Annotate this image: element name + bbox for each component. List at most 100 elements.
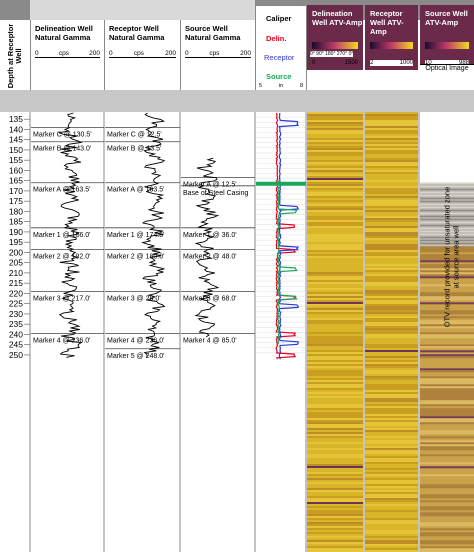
atv-band bbox=[307, 310, 363, 312]
delineation-marker-label: Marker 3 @ 217.0' bbox=[33, 295, 90, 302]
receptor-marker-label: Marker 1 @ 174.5' bbox=[107, 232, 164, 239]
atv-band bbox=[307, 298, 363, 300]
source-caliper-curve bbox=[276, 180, 298, 345]
source-gamma-title: Source Well Natural Gamma bbox=[185, 24, 241, 42]
atv-band bbox=[307, 352, 363, 354]
atv-band bbox=[307, 178, 363, 180]
atv-band bbox=[307, 132, 363, 134]
atv-band bbox=[307, 200, 363, 202]
atv-band bbox=[307, 526, 363, 528]
atv-band bbox=[307, 224, 363, 226]
atv-band bbox=[365, 116, 418, 118]
atv-band bbox=[420, 408, 474, 411]
atv-band bbox=[307, 396, 363, 398]
atv-band bbox=[365, 412, 418, 414]
atv-band bbox=[307, 336, 363, 338]
atv-band bbox=[307, 250, 363, 252]
atv-band bbox=[365, 196, 418, 198]
atv-band bbox=[420, 324, 474, 327]
caliper-header: Caliper Delin. Receptor Source 5 in 8 bbox=[255, 5, 307, 92]
atv-band bbox=[307, 168, 363, 170]
atv-band bbox=[307, 372, 363, 374]
atv-band bbox=[365, 248, 418, 250]
atv-band bbox=[420, 326, 474, 329]
atv-band bbox=[307, 416, 363, 418]
atv-band bbox=[307, 490, 363, 492]
source-atv-title: Source Well ATV-Amp bbox=[425, 9, 468, 27]
atv-band bbox=[365, 310, 418, 312]
atv-band bbox=[420, 322, 474, 325]
atv-band bbox=[307, 380, 363, 382]
atv-band bbox=[307, 140, 363, 142]
atv-band bbox=[307, 162, 363, 164]
atv-band bbox=[365, 390, 418, 392]
atv-band bbox=[365, 118, 418, 120]
depth-tick-label: 205 bbox=[9, 258, 23, 268]
scale-min: 2 bbox=[370, 60, 374, 66]
atv-band bbox=[365, 162, 418, 164]
atv-band bbox=[420, 320, 474, 323]
atv-band bbox=[307, 546, 363, 548]
atv-band bbox=[365, 494, 418, 496]
atv-band bbox=[365, 392, 418, 394]
receptor-atv-header: Receptor Well ATV-Amp 2 1000 bbox=[365, 5, 418, 70]
optical-band bbox=[420, 233, 474, 236]
atv-band bbox=[365, 336, 418, 338]
source-gamma-curve bbox=[194, 157, 220, 338]
atv-band bbox=[365, 268, 418, 270]
atv-band bbox=[420, 414, 474, 417]
atv-band bbox=[420, 292, 474, 295]
source-marker-label: Base of Steel Casing bbox=[183, 190, 248, 197]
atv-band bbox=[420, 422, 474, 425]
optical-band bbox=[420, 221, 474, 224]
atv-band bbox=[307, 424, 363, 426]
atv-band bbox=[365, 250, 418, 252]
atv-band bbox=[365, 472, 418, 474]
atv-band bbox=[307, 254, 363, 256]
atv-band bbox=[365, 318, 418, 320]
atv-band bbox=[420, 398, 474, 401]
depth-tick-label: 180 bbox=[9, 206, 23, 216]
atv-band bbox=[307, 124, 363, 126]
depth-axis-header: Depth at Receptor Well bbox=[0, 20, 31, 90]
atv-band bbox=[365, 398, 418, 400]
atv-band bbox=[365, 148, 418, 150]
atv-band bbox=[307, 420, 363, 422]
atv-band bbox=[307, 550, 363, 552]
scale-unit: cps bbox=[58, 50, 69, 57]
optical-band bbox=[420, 188, 474, 191]
source-marker-label: Marker 3 @ 68.0' bbox=[183, 295, 237, 302]
atv-band bbox=[365, 126, 418, 128]
depth-tick-label: 235 bbox=[9, 319, 23, 329]
atv-band bbox=[420, 466, 474, 469]
atv-band bbox=[365, 304, 418, 306]
depth-tick-label: 210 bbox=[9, 268, 23, 278]
receptor-marker-label: Marker B @ 13.5' bbox=[107, 146, 161, 153]
atv-band bbox=[365, 442, 418, 444]
source-marker-label: Marker A @ 12.5' bbox=[183, 182, 237, 189]
atv-band bbox=[365, 344, 418, 346]
atv-band bbox=[307, 472, 363, 474]
delineation-marker-label: Marker C @ 130.5' bbox=[33, 131, 92, 138]
scale-min: 0 bbox=[109, 50, 113, 57]
optical-band bbox=[420, 206, 474, 209]
atv-band bbox=[420, 334, 474, 337]
receptor-marker-label: Marker C @ 12.5' bbox=[107, 131, 162, 138]
atv-band bbox=[420, 276, 474, 279]
atv-band bbox=[420, 524, 474, 527]
depth-tick-label: 185 bbox=[9, 217, 23, 227]
atv-band bbox=[365, 292, 418, 294]
atv-band bbox=[307, 442, 363, 444]
atv-band bbox=[420, 316, 474, 319]
depth-tick-label: 215 bbox=[9, 278, 23, 288]
atv-band bbox=[307, 388, 363, 390]
atv-band bbox=[365, 298, 418, 300]
atv-band bbox=[365, 550, 418, 552]
depth-tick-label: 170 bbox=[9, 186, 23, 196]
atv-band bbox=[307, 274, 363, 276]
atv-band bbox=[307, 276, 363, 278]
scale-min: 10 bbox=[425, 60, 432, 66]
atv-band bbox=[365, 500, 418, 502]
atv-band bbox=[307, 118, 363, 120]
atv-band bbox=[420, 442, 474, 445]
